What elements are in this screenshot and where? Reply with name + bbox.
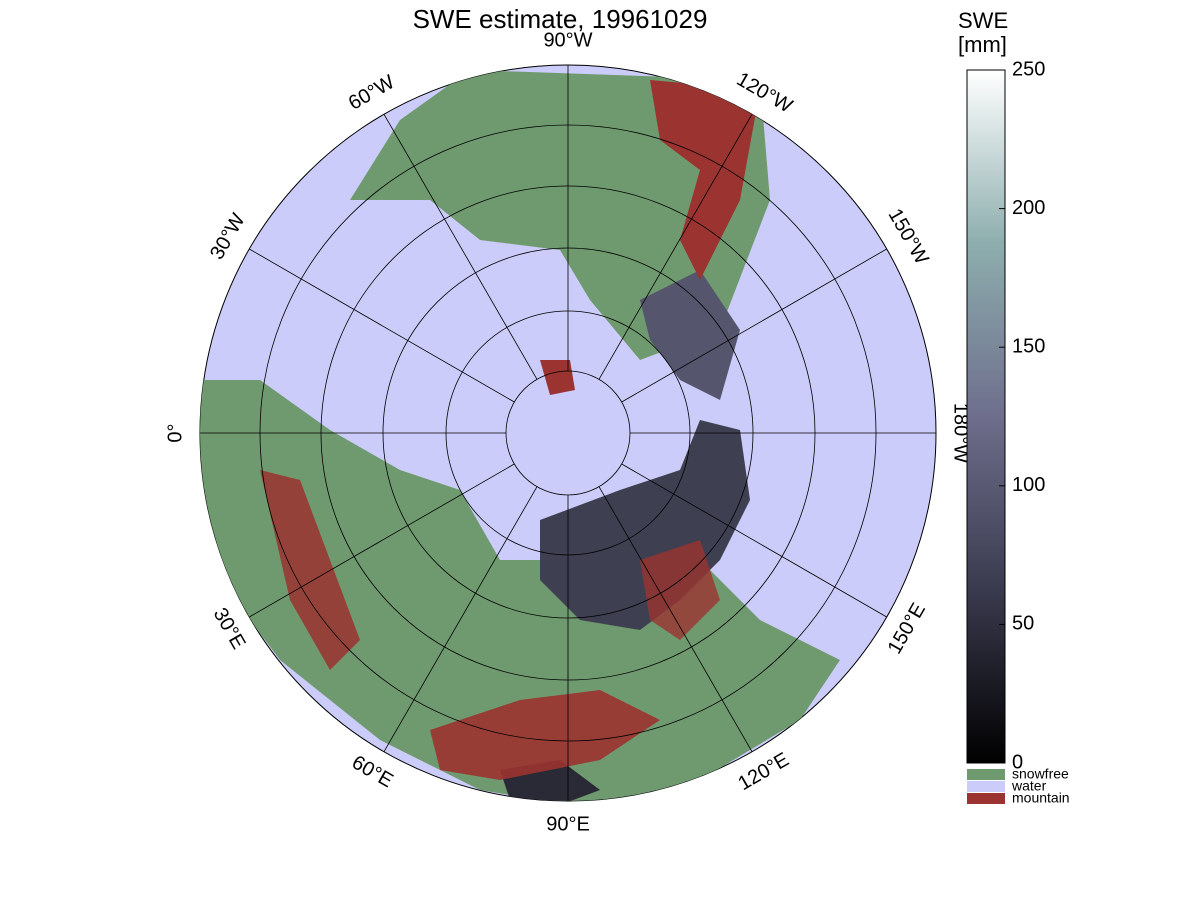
map-title: SWE estimate, 19961029: [413, 4, 708, 34]
graticule: [200, 65, 936, 801]
category-swatch: [967, 793, 1005, 804]
longitude-label: 30°E: [209, 604, 250, 653]
meridian: [383, 486, 538, 752]
meridian: [249, 463, 515, 618]
meridian: [598, 486, 753, 752]
longitude-label: 60°E: [348, 751, 397, 792]
colorbar-tick-label: 250: [1012, 58, 1045, 80]
meridian: [621, 463, 887, 618]
category-label: water: [1011, 778, 1047, 794]
longitude-label: 90°E: [546, 813, 590, 835]
longitude-label: 0°: [164, 423, 186, 442]
meridian: [249, 248, 515, 403]
colorbar-title: SWE: [958, 8, 1008, 33]
longitude-label: 180°W: [950, 403, 972, 463]
category-label: mountain: [1012, 790, 1070, 806]
meridian: [621, 248, 887, 403]
colorbar-unit: [mm]: [958, 32, 1007, 57]
colorbar-tick-label: 200: [1012, 197, 1045, 219]
colorbar: [966, 69, 1006, 764]
meridian: [598, 114, 753, 380]
longitude-label: 90°W: [543, 29, 592, 51]
longitude-label: 30°W: [206, 210, 250, 264]
category-swatch: [967, 781, 1005, 792]
colorbar-tick-label: 100: [1012, 474, 1045, 496]
colorbar-tick-label: 150: [1012, 335, 1045, 357]
land-masses: [200, 70, 840, 801]
meridian: [383, 114, 538, 380]
category-swatch: [967, 769, 1005, 780]
category-label: snowfree: [1012, 766, 1069, 782]
colorbar-tick-label: 0: [1012, 751, 1023, 773]
longitude-label: 60°W: [345, 71, 399, 115]
colorbar-tick-label: 50: [1012, 613, 1034, 635]
